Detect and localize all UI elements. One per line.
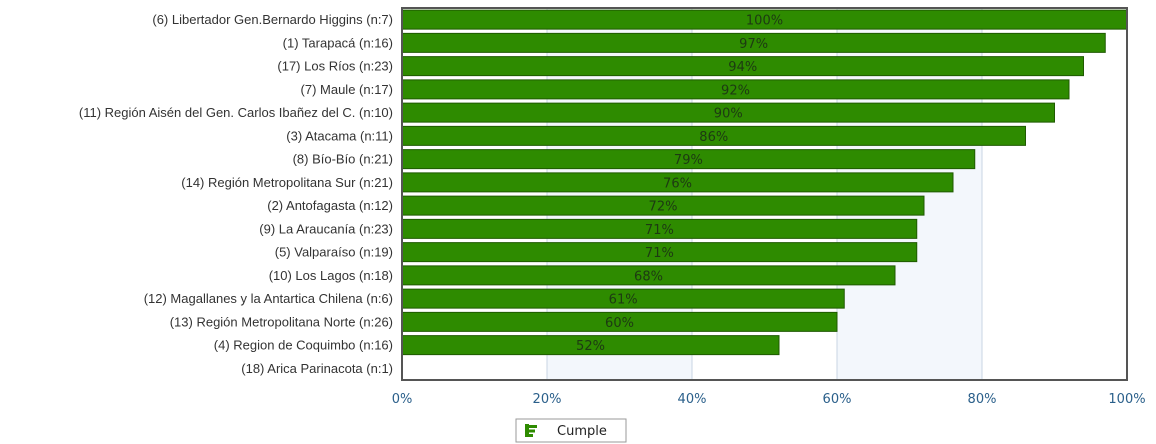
- data-label: 90%: [714, 107, 743, 122]
- legend-swatch-icon: [525, 424, 537, 437]
- data-label: 52%: [576, 339, 605, 354]
- category-label: (10) Los Lagos (n:18): [269, 268, 393, 283]
- category-labels: (6) Libertador Gen.Bernardo Higgins (n:7…: [79, 12, 393, 376]
- x-tick-label: 0%: [392, 392, 413, 407]
- category-label: (1) Tarapacá (n:16): [283, 35, 393, 50]
- x-tick-label: 60%: [823, 392, 852, 407]
- category-label: (18) Arica Parinacota (n:1): [241, 361, 393, 376]
- category-label: (12) Magallanes y la Antartica Chilena (…: [144, 291, 393, 306]
- category-label: (5) Valparaíso (n:19): [275, 245, 393, 260]
- category-label: (17) Los Ríos (n:23): [277, 59, 393, 74]
- category-label: (3) Atacama (n:11): [286, 128, 393, 143]
- data-label: 97%: [739, 37, 768, 52]
- data-labels: 100% 97% 94% 92% 90% 86% 79% 76% 72% 71% 71% 68% 61%…: [576, 14, 783, 355]
- data-label: 71%: [645, 223, 674, 238]
- bars: [401, 9, 1128, 356]
- legend-box[interactable]: [515, 418, 627, 443]
- x-tick-label: 80%: [968, 392, 997, 407]
- data-label: 72%: [649, 200, 678, 215]
- x-tick-label: 100%: [1108, 392, 1145, 407]
- x-axis-ticks: 0% 20% 40% 60% 80% 100%: [392, 392, 1146, 407]
- data-label: 79%: [674, 153, 703, 168]
- data-label: 71%: [645, 246, 674, 261]
- data-label: 76%: [663, 176, 692, 191]
- category-label: (6) Libertador Gen.Bernardo Higgins (n:7…: [152, 12, 393, 27]
- category-label: (8) Bío-Bío (n:21): [293, 152, 393, 167]
- x-tick-label: 40%: [678, 392, 707, 407]
- legend[interactable]: Cumple: [515, 418, 627, 443]
- plot-frame: [401, 7, 1128, 381]
- category-label: (11) Región Aisén del Gen. Carlos Ibañez…: [79, 105, 393, 120]
- data-label: 61%: [609, 293, 638, 308]
- category-label: (7) Maule (n:17): [301, 82, 393, 97]
- data-label: 86%: [699, 130, 728, 145]
- data-label: 100%: [746, 14, 783, 29]
- x-tick-label: 20%: [533, 392, 562, 407]
- data-label: 94%: [728, 60, 757, 75]
- data-label: 68%: [634, 269, 663, 284]
- data-label: 92%: [721, 83, 750, 98]
- category-label: (9) La Araucanía (n:23): [259, 221, 393, 236]
- category-label: (2) Antofagasta (n:12): [267, 198, 393, 213]
- category-label: (13) Región Metropolitana Norte (n:26): [170, 314, 393, 329]
- category-label: (14) Región Metropolitana Sur (n:21): [181, 175, 393, 190]
- legend-entry-label: Cumple: [557, 424, 607, 439]
- data-label: 60%: [605, 316, 634, 331]
- category-label: (4) Region de Coquimbo (n:16): [214, 338, 393, 353]
